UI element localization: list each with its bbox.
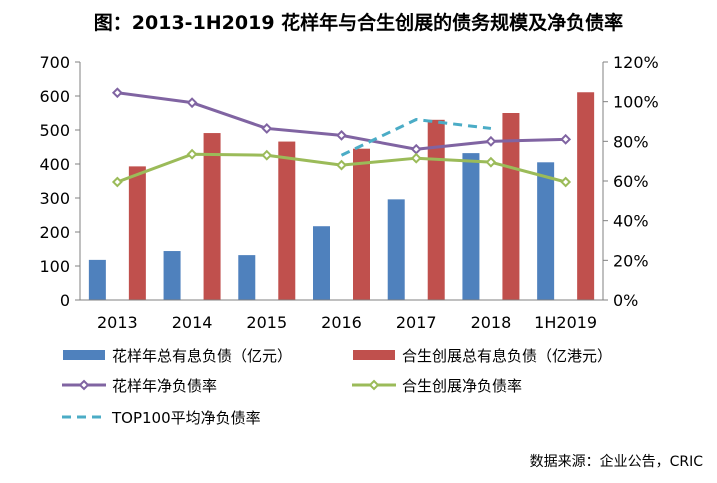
bars-layer [88, 92, 595, 300]
x-tick-label: 2015 [246, 313, 287, 332]
legend-swatch [353, 350, 395, 360]
left-tick-label: 300 [39, 189, 70, 208]
right-tick-label: 80% [613, 132, 649, 151]
bar-hopson-debt [353, 148, 370, 300]
left-tick-label: 200 [39, 223, 70, 242]
source-note: 数据来源：企业公告，CRIC [529, 454, 703, 470]
line-point [336, 129, 347, 141]
bar-huayang-debt [163, 251, 181, 300]
legend-item: 花样年总有息负债（亿元） [63, 347, 292, 365]
legend-item: 合生创展总有息负债（亿港元） [353, 347, 612, 365]
line-point [485, 135, 497, 147]
right-tick-label: 0% [613, 291, 638, 310]
x-tick-label: 2017 [396, 313, 437, 332]
bar-huayang-debt [537, 162, 555, 300]
x-tick-label: 2018 [471, 313, 512, 332]
lines-layer [111, 87, 572, 188]
right-tick-label: 40% [613, 212, 649, 231]
line-point [410, 143, 422, 155]
right-tick-label: 20% [613, 251, 649, 270]
x-tick-label: 2016 [321, 313, 362, 332]
bar-huayang-debt [88, 259, 106, 300]
line-point [186, 148, 198, 160]
x-tick-label: 2014 [172, 313, 213, 332]
bar-hopson-debt [203, 133, 221, 300]
legend-label: 合生创展净负债率 [402, 377, 522, 395]
line-point [485, 156, 497, 168]
legend-swatch [63, 350, 105, 360]
right-tick-label: 60% [613, 172, 649, 191]
line-point [560, 176, 572, 188]
x-tick-label: 2013 [97, 313, 138, 332]
left-tick-label: 700 [39, 53, 70, 72]
legend-label: 花样年净负债率 [112, 377, 217, 395]
legend: 花样年总有息负债（亿元） 合生创展总有息负债（亿港元） 花样年净负债率 合生创展净负债… [62, 347, 612, 427]
legend-marker [78, 379, 90, 391]
bar-hopson-debt [427, 119, 445, 300]
line-series-2 [340, 118, 492, 157]
right-tick-label: 100% [613, 93, 659, 112]
bar-hopson-debt [502, 113, 520, 300]
line-point [336, 159, 347, 171]
left-tick-label: 100 [39, 257, 70, 276]
bar-hopson-debt [577, 92, 595, 300]
chart-title: 图：2013-1H2019 花样年与合生创展的债务规模及净负债率 [93, 12, 624, 34]
left-tick-label: 0 [60, 291, 70, 310]
legend-label: TOP100平均净负债率 [111, 409, 261, 427]
left-tick-label: 400 [39, 155, 70, 174]
line-point [410, 152, 422, 164]
bar-huayang-debt [238, 255, 256, 300]
legend-marker [368, 379, 380, 391]
bar-hopson-debt [278, 141, 296, 300]
left-tick-label: 600 [39, 87, 70, 106]
left-tick-label: 500 [39, 121, 70, 140]
legend-item: TOP100平均净负债率 [62, 409, 261, 427]
line-point [261, 123, 273, 134]
x-tick-label: 1H2019 [534, 313, 597, 332]
line-point [261, 149, 273, 161]
bar-huayang-debt [313, 226, 330, 300]
legend-label: 花样年总有息负债（亿元） [112, 347, 292, 365]
line-point [560, 133, 572, 145]
bar-hopson-debt [128, 166, 146, 300]
legend-label: 合生创展总有息负债（亿港元） [402, 347, 612, 365]
line-point [111, 87, 123, 99]
legend-item: 合生创展净负债率 [352, 377, 522, 395]
axes-layer: 0 100 200 300 400 500 600 700 0% 20% 40% 60% 80% 100%… [39, 53, 658, 332]
bar-huayang-debt [462, 153, 480, 300]
legend-item: 花样年净负债率 [62, 377, 217, 395]
line-point [186, 97, 198, 109]
right-tick-label: 120% [613, 53, 659, 72]
bar-huayang-debt [387, 199, 405, 300]
line-point [111, 176, 123, 188]
